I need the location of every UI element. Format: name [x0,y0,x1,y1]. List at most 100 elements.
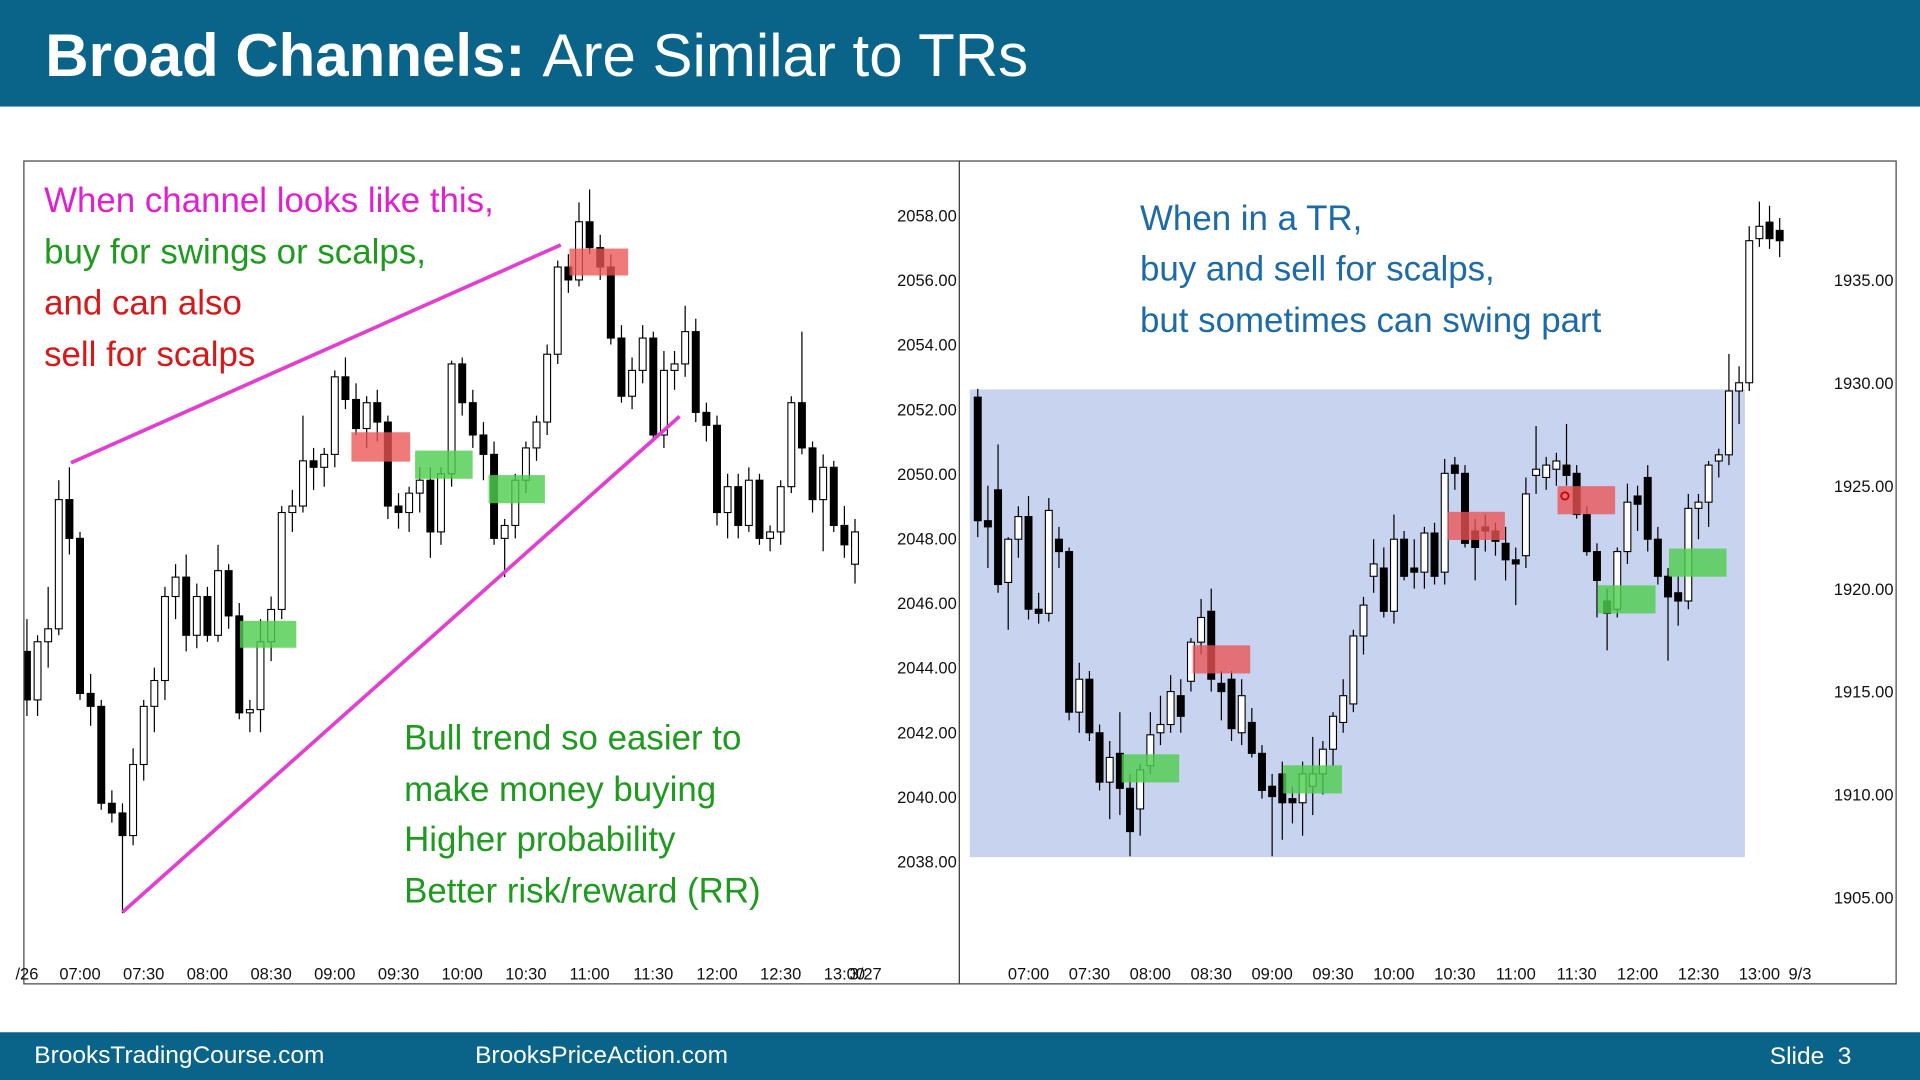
annotation: make money buying [404,770,716,809]
signal-box [1597,585,1656,614]
candle-body [819,466,828,501]
candle-body [1268,785,1277,798]
candle-body [1217,682,1226,693]
candle-body [766,531,775,539]
candle-body [1653,538,1662,577]
candle-body [277,511,286,610]
y-tick-label: 1930.00 [1834,374,1894,393]
candle-body [983,520,992,528]
candle-body [1349,635,1358,705]
candle-body [1714,454,1723,462]
candle-body [659,369,668,436]
trading-range-box [969,389,1745,858]
candle-body [1014,516,1023,540]
candle-body [744,479,753,527]
candle-body [256,641,265,711]
candle-body [1359,604,1368,637]
annotation: but sometimes can swing part [1140,301,1602,340]
x-tick-label: 11:00 [570,965,610,984]
y-tick-label: 1910.00 [1834,786,1894,805]
candle-body [1450,464,1459,474]
candle-body [585,221,594,249]
signal-box [351,432,411,462]
candle-body [224,570,233,617]
candle-body [245,709,254,714]
x-tick-label: 10:30 [505,965,546,984]
candle-body [192,595,201,636]
candle-body [1054,538,1063,553]
candle-body [1126,787,1134,833]
candle-body [1105,756,1114,783]
annotation: buy and sell for scalps, [1140,249,1495,288]
candle-body [436,473,445,533]
candle-body [468,402,477,436]
candle-body [734,486,743,527]
candle-body [1075,678,1084,713]
signal-box [1283,765,1343,794]
x-tick-label: 08:00 [187,965,228,984]
candle-body [320,453,329,468]
candle-body [1582,513,1591,553]
candle-body [1623,501,1632,553]
candle-body [341,376,350,401]
candle-body [44,628,53,643]
candle-body [1592,551,1601,581]
signal-box [1121,754,1180,783]
candle-body [1024,516,1033,610]
candle-body [1085,678,1094,734]
x-tick-label: 09:00 [1251,965,1292,984]
slide-number: Slide 3 [1770,1043,1852,1070]
candle-body [1724,390,1733,456]
x-tick-label: 11:00 [1496,965,1536,984]
candle-body [532,421,541,449]
candle-body [797,402,806,449]
candle-body [1258,752,1266,791]
candle-body [1664,575,1673,598]
candle-body [1095,732,1104,783]
y-tick-label: 2040.00 [897,788,957,807]
y-tick-label: 1920.00 [1834,580,1894,599]
candle-body [65,499,74,539]
x-tick-label: 12:30 [1678,965,1719,984]
candle-body [808,447,817,501]
candle-body [330,376,339,455]
x-tick-label: 3/27 [850,965,882,984]
candle-body [691,331,700,413]
candle-body [362,402,371,430]
candle-body [1542,464,1551,479]
signal-box [1447,511,1505,540]
candle-body [1288,798,1297,804]
header-bar [0,0,1920,107]
candle-body [994,489,1003,586]
candle-body [723,486,732,514]
annotation: sell for scalps [44,335,255,374]
candle-body [76,537,84,694]
chart-left [24,189,859,914]
candle-body [1410,567,1419,573]
x-tick-label: 07:00 [1008,965,1049,984]
footer-center: BrooksPriceAction.com [475,1042,728,1069]
candle-body [670,363,679,371]
x-tick-label: 12:30 [760,965,801,984]
footer-left: BrooksTradingCourse.com [34,1042,324,1069]
y-tick-label: 2050.00 [897,465,957,484]
candle-body [606,266,615,339]
candle-body [1065,551,1074,713]
slide-title: Broad Channels: Are Similar to TRs [45,22,1028,89]
x-tick-label: 10:30 [1434,965,1475,984]
x-tick-label: 12:00 [1617,965,1658,984]
x-tick-label: 10:00 [442,965,483,984]
candle-body [649,337,658,436]
signal-box [488,475,545,504]
candle-body [1755,225,1764,240]
signal-box [415,450,473,479]
annotation: Higher probability [404,820,676,859]
title-rest: Are Similar to TRs [543,22,1029,89]
candle-body [617,337,626,397]
candle-body [638,337,647,371]
y-tick-label: 2042.00 [897,723,957,742]
candle-body [702,411,711,426]
x-tick-label: 12:00 [696,965,737,984]
y-tick-label: 2038.00 [897,853,957,872]
